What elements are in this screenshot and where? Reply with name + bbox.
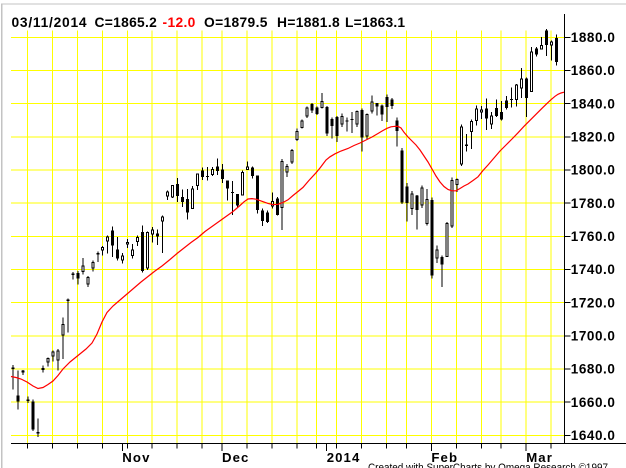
svg-text:2014: 2014 — [327, 450, 361, 465]
svg-text:1700.0: 1700.0 — [571, 329, 616, 344]
svg-text:Created with SuperCharts by Om: Created with SuperCharts by Omega Resear… — [368, 462, 608, 468]
svg-text:1640.0: 1640.0 — [571, 428, 616, 443]
svg-text:H=1881.8: H=1881.8 — [277, 15, 340, 30]
svg-text:Feb: Feb — [431, 450, 458, 465]
svg-text:1880.0: 1880.0 — [571, 30, 616, 45]
svg-text:1860.0: 1860.0 — [571, 63, 616, 78]
svg-text:1840.0: 1840.0 — [571, 96, 616, 111]
svg-text:L=1863.1: L=1863.1 — [345, 15, 405, 30]
svg-text:1780.0: 1780.0 — [571, 196, 616, 211]
svg-text:03/11/2014: 03/11/2014 — [12, 15, 88, 30]
svg-text:1660.0: 1660.0 — [571, 395, 616, 410]
svg-text:Mar: Mar — [526, 450, 553, 465]
svg-text:1760.0: 1760.0 — [571, 229, 616, 244]
svg-text:C=1865.2: C=1865.2 — [95, 15, 158, 30]
svg-text:-12.0: -12.0 — [163, 15, 196, 30]
svg-text:1680.0: 1680.0 — [571, 362, 616, 377]
svg-text:1800.0: 1800.0 — [571, 163, 616, 178]
svg-text:1820.0: 1820.0 — [571, 130, 616, 145]
svg-text:Nov: Nov — [122, 450, 150, 465]
svg-text:1740.0: 1740.0 — [571, 262, 616, 277]
svg-text:Dec: Dec — [222, 450, 250, 465]
svg-text:O=1879.5: O=1879.5 — [204, 15, 268, 30]
svg-text:1720.0: 1720.0 — [571, 295, 616, 310]
